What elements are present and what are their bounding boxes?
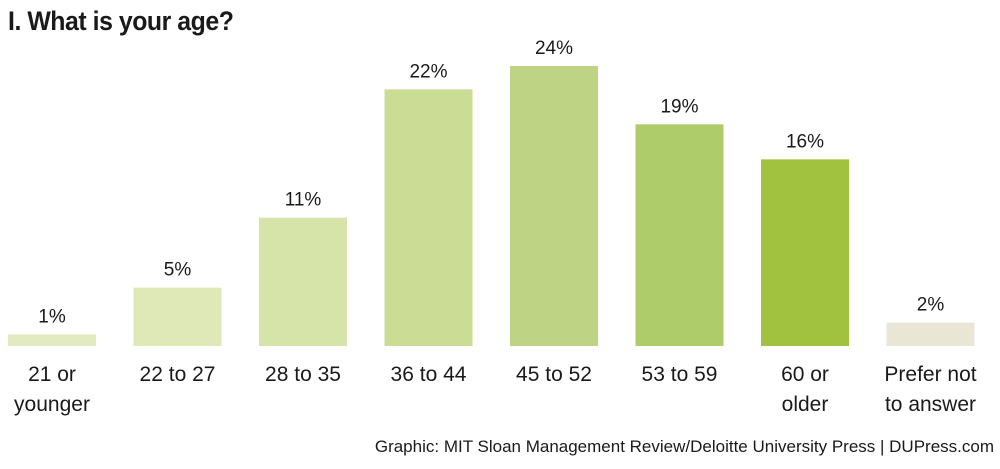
value-label-0: 1% — [38, 306, 66, 327]
bars-group — [8, 66, 975, 346]
category-label-line: 53 to 59 — [642, 363, 718, 386]
value-label-3: 22% — [409, 61, 447, 82]
category-label-6: 60 or older — [781, 363, 829, 416]
chart-title: I. What is your age? — [8, 6, 234, 36]
category-label-line: older — [782, 393, 829, 416]
bar-2 — [259, 217, 347, 346]
bar-5 — [635, 124, 724, 346]
category-label-0: 21 or younger — [14, 363, 90, 416]
category-label-4: 45 to 52 — [516, 363, 592, 386]
bar-0 — [8, 334, 96, 346]
category-label-1: 22 to 27 — [140, 363, 216, 386]
bar-3 — [384, 89, 473, 346]
value-label-4: 24% — [535, 38, 573, 59]
bar-6 — [761, 159, 849, 346]
value-label-2: 11% — [285, 190, 322, 211]
value-label-7: 2% — [917, 295, 945, 316]
category-label-line: 22 to 27 — [140, 363, 216, 386]
bar-1 — [133, 287, 222, 346]
source-credit: Graphic: MIT Sloan Management Review/Del… — [374, 437, 994, 456]
category-label-line: 36 to 44 — [391, 363, 467, 386]
value-label-1: 5% — [164, 260, 192, 281]
category-label-5: 53 to 59 — [642, 363, 718, 386]
category-label-line: 60 or — [781, 363, 829, 386]
bar-7 — [886, 322, 975, 346]
category-label-line: 21 or — [28, 363, 76, 386]
category-label-line: 28 to 35 — [265, 363, 341, 386]
bar-4 — [510, 66, 598, 346]
category-label-line: 45 to 52 — [516, 363, 592, 386]
category-labels-group: 21 or younger 22 to 27 28 to 35 36 to 44 45 t… — [14, 363, 977, 416]
value-label-5: 19% — [660, 96, 698, 117]
category-label-line: younger — [14, 393, 90, 416]
value-label-6: 16% — [786, 131, 824, 152]
category-label-7: Prefer not to answer — [884, 363, 976, 416]
value-labels-group: 1% 5% 11% 22% 24% 19% 16% 2% — [38, 38, 944, 327]
category-label-3: 36 to 44 — [391, 363, 467, 386]
category-label-line: Prefer not — [884, 363, 976, 386]
category-label-2: 28 to 35 — [265, 363, 341, 386]
category-label-line: to answer — [885, 393, 976, 416]
